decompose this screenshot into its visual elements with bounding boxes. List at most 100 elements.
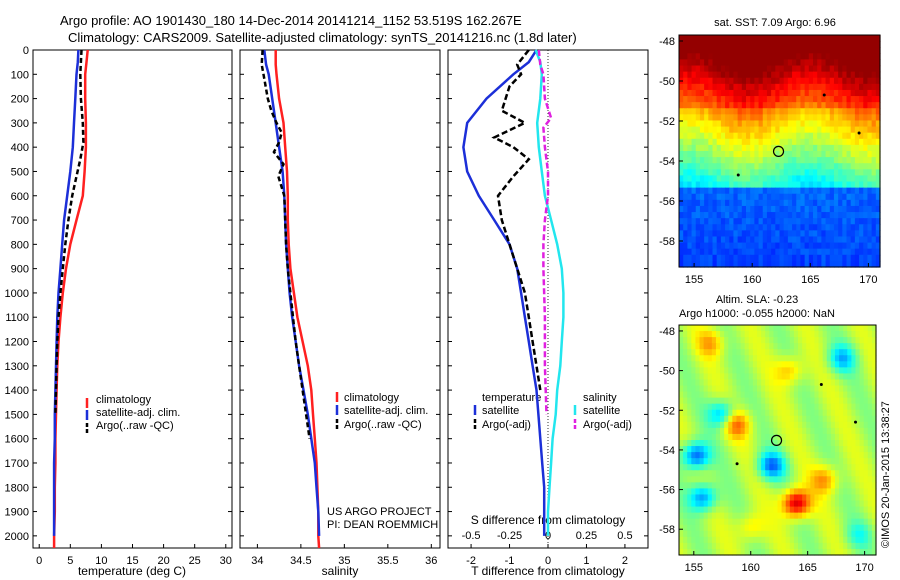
- map-cell: [699, 433, 705, 441]
- map-cell: [825, 175, 831, 183]
- map-cell: [829, 132, 835, 140]
- map-cell: [810, 524, 816, 532]
- map-cell: [720, 224, 726, 231]
- map-cell: [765, 373, 770, 381]
- map-cell: [796, 120, 802, 128]
- map-cell: [775, 236, 781, 244]
- map-cell: [695, 205, 701, 213]
- map-cell: [748, 325, 754, 332]
- map-cell: [867, 175, 873, 183]
- map-cell: [839, 385, 844, 393]
- map-cell: [769, 470, 774, 477]
- map-cell: [708, 132, 714, 140]
- map-cell: [728, 494, 733, 502]
- map-cell: [850, 120, 856, 128]
- map-cell: [761, 343, 766, 350]
- map-cell: [740, 470, 746, 477]
- map-cell: [756, 325, 762, 332]
- map-cell: [741, 126, 747, 134]
- map-cell: [758, 126, 764, 134]
- map-cell: [796, 138, 802, 146]
- map-cell: [781, 446, 787, 453]
- map-cell: [773, 427, 779, 435]
- map-cell: [752, 530, 758, 538]
- map-cell: [859, 470, 865, 477]
- map-cell: [838, 47, 843, 54]
- map-cell: [830, 470, 836, 477]
- map-cell: [754, 205, 760, 213]
- map-cell: [825, 163, 831, 170]
- map-cell: [699, 199, 705, 207]
- map-cell: [699, 440, 705, 447]
- map-cell: [756, 482, 762, 490]
- map-cell: [765, 488, 770, 496]
- map-cell: [695, 433, 701, 441]
- map-cell: [814, 440, 820, 447]
- map-cell: [875, 132, 881, 140]
- map-cell: [830, 355, 836, 362]
- map-cell: [683, 403, 688, 411]
- map-cell: [867, 120, 873, 128]
- map-cell: [871, 224, 877, 231]
- map-cell: [773, 476, 779, 483]
- map-cell: [834, 331, 840, 338]
- map-cell: [711, 482, 717, 490]
- map-cell: [724, 355, 729, 362]
- map-cell: [744, 421, 750, 429]
- map-cell: [793, 325, 799, 332]
- map-cell: [867, 187, 873, 195]
- map-cell: [775, 59, 781, 67]
- map-cell: [855, 470, 861, 477]
- map-cell: [829, 199, 835, 207]
- map-cell: [761, 548, 766, 556]
- map-y-tick-label: -56: [659, 485, 675, 497]
- map-cell: [725, 114, 730, 122]
- map-cell: [859, 71, 864, 79]
- map-cell: [733, 187, 739, 195]
- map-cell: [720, 120, 726, 128]
- map-cell: [829, 138, 835, 146]
- map-cell: [728, 464, 733, 471]
- map-cell: [679, 421, 684, 429]
- map-cell: [712, 254, 718, 262]
- map-cell: [737, 242, 743, 250]
- map-cell: [777, 482, 783, 490]
- map-cell: [691, 536, 697, 544]
- map-cell: [729, 260, 735, 268]
- map-cell: [729, 144, 735, 152]
- map-cell: [679, 163, 684, 170]
- map-cell: [855, 500, 861, 508]
- map-cell: [754, 59, 760, 67]
- map-cell: [720, 212, 726, 219]
- map-x-tick-label: 160: [743, 274, 761, 286]
- map-cell: [728, 367, 733, 375]
- map-cell: [732, 524, 738, 532]
- map-cell: [851, 512, 857, 520]
- map-cell: [871, 242, 877, 250]
- map-cell: [802, 409, 807, 417]
- map-cell: [762, 47, 768, 54]
- map-cell: [796, 230, 802, 238]
- map-cell: [716, 181, 722, 189]
- map-cell: [695, 224, 701, 231]
- map-cell: [854, 138, 860, 146]
- map-cell: [798, 452, 803, 459]
- map-cell: [817, 96, 822, 103]
- map-cell: [847, 476, 852, 483]
- map-cell: [813, 126, 818, 134]
- map-cell: [679, 65, 684, 73]
- map-cell: [748, 446, 754, 453]
- map-cell: [822, 488, 828, 496]
- map-cell: [771, 248, 776, 256]
- map-cell: [741, 248, 747, 256]
- map-cell: [695, 500, 701, 508]
- map-cell: [833, 199, 839, 207]
- map-cell: [746, 89, 751, 97]
- map-cell: [756, 421, 762, 429]
- map-cell: [796, 132, 802, 140]
- map-cell: [728, 355, 733, 362]
- map-cell: [740, 482, 746, 490]
- map-cell: [855, 367, 861, 375]
- legend-label-climatology: climatology: [344, 392, 400, 404]
- map-cell: [829, 89, 835, 97]
